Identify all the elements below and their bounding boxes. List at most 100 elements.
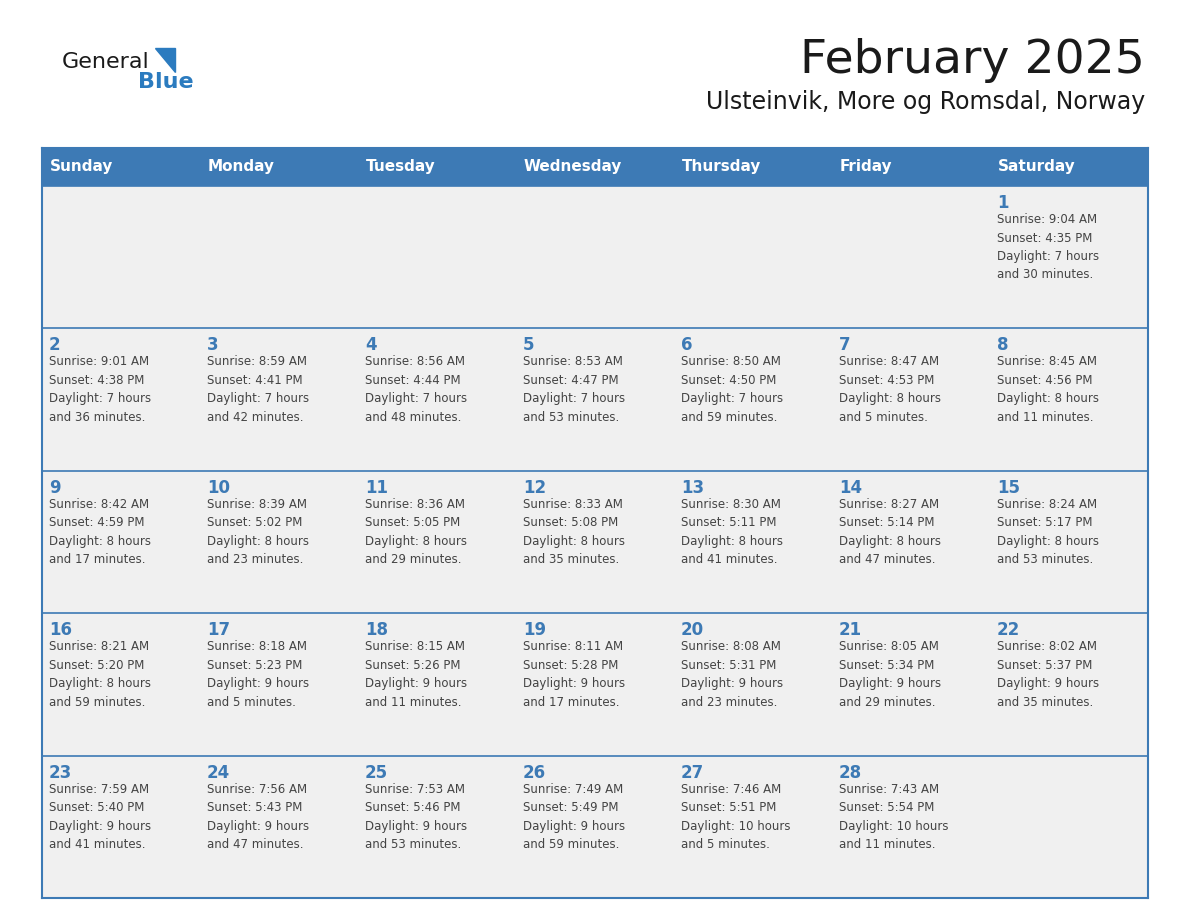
Text: Sunrise: 8:27 AM
Sunset: 5:14 PM
Daylight: 8 hours
and 47 minutes.: Sunrise: 8:27 AM Sunset: 5:14 PM Dayligh… — [839, 498, 941, 566]
Text: 25: 25 — [365, 764, 388, 781]
Text: Sunrise: 8:08 AM
Sunset: 5:31 PM
Daylight: 9 hours
and 23 minutes.: Sunrise: 8:08 AM Sunset: 5:31 PM Dayligh… — [681, 640, 783, 709]
Text: Sunrise: 8:50 AM
Sunset: 4:50 PM
Daylight: 7 hours
and 59 minutes.: Sunrise: 8:50 AM Sunset: 4:50 PM Dayligh… — [681, 355, 783, 424]
Bar — [42, 756, 200, 898]
Text: Sunrise: 8:30 AM
Sunset: 5:11 PM
Daylight: 8 hours
and 41 minutes.: Sunrise: 8:30 AM Sunset: 5:11 PM Dayligh… — [681, 498, 783, 566]
Bar — [674, 148, 832, 186]
Text: Sunrise: 7:59 AM
Sunset: 5:40 PM
Daylight: 9 hours
and 41 minutes.: Sunrise: 7:59 AM Sunset: 5:40 PM Dayligh… — [49, 783, 151, 851]
Bar — [42, 471, 200, 613]
Bar — [990, 471, 1148, 613]
Bar — [832, 471, 990, 613]
Text: Sunrise: 7:53 AM
Sunset: 5:46 PM
Daylight: 9 hours
and 53 minutes.: Sunrise: 7:53 AM Sunset: 5:46 PM Dayligh… — [365, 783, 467, 851]
Bar — [358, 148, 516, 186]
Bar — [200, 613, 358, 756]
Text: Sunrise: 7:43 AM
Sunset: 5:54 PM
Daylight: 10 hours
and 11 minutes.: Sunrise: 7:43 AM Sunset: 5:54 PM Dayligh… — [839, 783, 948, 851]
Text: 3: 3 — [207, 336, 219, 354]
Bar — [990, 186, 1148, 329]
Text: Saturday: Saturday — [998, 160, 1076, 174]
Bar — [42, 613, 200, 756]
Text: Sunrise: 8:02 AM
Sunset: 5:37 PM
Daylight: 9 hours
and 35 minutes.: Sunrise: 8:02 AM Sunset: 5:37 PM Dayligh… — [997, 640, 1099, 709]
Text: Sunrise: 9:01 AM
Sunset: 4:38 PM
Daylight: 7 hours
and 36 minutes.: Sunrise: 9:01 AM Sunset: 4:38 PM Dayligh… — [49, 355, 151, 424]
Bar — [200, 186, 358, 329]
Bar — [832, 148, 990, 186]
Text: Sunrise: 8:47 AM
Sunset: 4:53 PM
Daylight: 8 hours
and 5 minutes.: Sunrise: 8:47 AM Sunset: 4:53 PM Dayligh… — [839, 355, 941, 424]
Text: Sunrise: 8:05 AM
Sunset: 5:34 PM
Daylight: 9 hours
and 29 minutes.: Sunrise: 8:05 AM Sunset: 5:34 PM Dayligh… — [839, 640, 941, 709]
Text: Monday: Monday — [208, 160, 274, 174]
Bar — [358, 329, 516, 471]
Text: Sunrise: 9:04 AM
Sunset: 4:35 PM
Daylight: 7 hours
and 30 minutes.: Sunrise: 9:04 AM Sunset: 4:35 PM Dayligh… — [997, 213, 1099, 282]
Text: General: General — [62, 52, 150, 72]
Text: Sunrise: 8:24 AM
Sunset: 5:17 PM
Daylight: 8 hours
and 53 minutes.: Sunrise: 8:24 AM Sunset: 5:17 PM Dayligh… — [997, 498, 1099, 566]
Text: 7: 7 — [839, 336, 851, 354]
Text: 1: 1 — [997, 194, 1009, 212]
Bar — [516, 186, 674, 329]
Bar — [200, 756, 358, 898]
Text: Sunrise: 8:36 AM
Sunset: 5:05 PM
Daylight: 8 hours
and 29 minutes.: Sunrise: 8:36 AM Sunset: 5:05 PM Dayligh… — [365, 498, 467, 566]
Bar — [200, 471, 358, 613]
Text: Sunrise: 8:15 AM
Sunset: 5:26 PM
Daylight: 9 hours
and 11 minutes.: Sunrise: 8:15 AM Sunset: 5:26 PM Dayligh… — [365, 640, 467, 709]
Bar — [42, 329, 200, 471]
Text: Sunrise: 8:11 AM
Sunset: 5:28 PM
Daylight: 9 hours
and 17 minutes.: Sunrise: 8:11 AM Sunset: 5:28 PM Dayligh… — [523, 640, 625, 709]
Bar — [516, 613, 674, 756]
Text: 9: 9 — [49, 479, 61, 497]
Bar — [674, 329, 832, 471]
Text: 20: 20 — [681, 621, 704, 639]
Bar — [990, 329, 1148, 471]
Polygon shape — [154, 48, 175, 72]
Text: Sunrise: 8:21 AM
Sunset: 5:20 PM
Daylight: 8 hours
and 59 minutes.: Sunrise: 8:21 AM Sunset: 5:20 PM Dayligh… — [49, 640, 151, 709]
Bar — [674, 186, 832, 329]
Text: 17: 17 — [207, 621, 230, 639]
Text: Sunrise: 8:45 AM
Sunset: 4:56 PM
Daylight: 8 hours
and 11 minutes.: Sunrise: 8:45 AM Sunset: 4:56 PM Dayligh… — [997, 355, 1099, 424]
Text: 2: 2 — [49, 336, 61, 354]
Text: Sunrise: 8:33 AM
Sunset: 5:08 PM
Daylight: 8 hours
and 35 minutes.: Sunrise: 8:33 AM Sunset: 5:08 PM Dayligh… — [523, 498, 625, 566]
Text: Sunrise: 8:53 AM
Sunset: 4:47 PM
Daylight: 7 hours
and 53 minutes.: Sunrise: 8:53 AM Sunset: 4:47 PM Dayligh… — [523, 355, 625, 424]
Text: 5: 5 — [523, 336, 535, 354]
Bar — [832, 613, 990, 756]
Bar — [42, 148, 200, 186]
Bar — [990, 613, 1148, 756]
Text: 15: 15 — [997, 479, 1020, 497]
Bar — [516, 329, 674, 471]
Text: 26: 26 — [523, 764, 546, 781]
Text: 23: 23 — [49, 764, 72, 781]
Text: Sunrise: 8:59 AM
Sunset: 4:41 PM
Daylight: 7 hours
and 42 minutes.: Sunrise: 8:59 AM Sunset: 4:41 PM Dayligh… — [207, 355, 309, 424]
Text: Tuesday: Tuesday — [366, 160, 436, 174]
Bar — [200, 329, 358, 471]
Bar — [516, 756, 674, 898]
Text: 4: 4 — [365, 336, 377, 354]
Bar — [832, 756, 990, 898]
Bar — [990, 756, 1148, 898]
Text: 22: 22 — [997, 621, 1020, 639]
Bar — [674, 756, 832, 898]
Text: Blue: Blue — [138, 72, 194, 92]
Bar — [358, 186, 516, 329]
Text: 19: 19 — [523, 621, 546, 639]
Text: Ulsteinvik, More og Romsdal, Norway: Ulsteinvik, More og Romsdal, Norway — [706, 90, 1145, 114]
Text: 27: 27 — [681, 764, 704, 781]
Text: Wednesday: Wednesday — [524, 160, 623, 174]
Text: Sunrise: 7:46 AM
Sunset: 5:51 PM
Daylight: 10 hours
and 5 minutes.: Sunrise: 7:46 AM Sunset: 5:51 PM Dayligh… — [681, 783, 790, 851]
Text: Sunrise: 7:49 AM
Sunset: 5:49 PM
Daylight: 9 hours
and 59 minutes.: Sunrise: 7:49 AM Sunset: 5:49 PM Dayligh… — [523, 783, 625, 851]
Text: 14: 14 — [839, 479, 862, 497]
Text: 12: 12 — [523, 479, 546, 497]
Text: Sunrise: 8:39 AM
Sunset: 5:02 PM
Daylight: 8 hours
and 23 minutes.: Sunrise: 8:39 AM Sunset: 5:02 PM Dayligh… — [207, 498, 309, 566]
Bar — [200, 148, 358, 186]
Bar — [516, 471, 674, 613]
Text: 21: 21 — [839, 621, 862, 639]
Text: Sunrise: 8:42 AM
Sunset: 4:59 PM
Daylight: 8 hours
and 17 minutes.: Sunrise: 8:42 AM Sunset: 4:59 PM Dayligh… — [49, 498, 151, 566]
Text: Thursday: Thursday — [682, 160, 762, 174]
Bar — [674, 613, 832, 756]
Text: 24: 24 — [207, 764, 230, 781]
Text: 10: 10 — [207, 479, 230, 497]
Text: 6: 6 — [681, 336, 693, 354]
Bar — [832, 186, 990, 329]
Text: 8: 8 — [997, 336, 1009, 354]
Text: 16: 16 — [49, 621, 72, 639]
Text: February 2025: February 2025 — [801, 38, 1145, 83]
Text: 28: 28 — [839, 764, 862, 781]
Bar — [990, 148, 1148, 186]
Text: Sunrise: 8:56 AM
Sunset: 4:44 PM
Daylight: 7 hours
and 48 minutes.: Sunrise: 8:56 AM Sunset: 4:44 PM Dayligh… — [365, 355, 467, 424]
Bar — [674, 471, 832, 613]
Bar — [358, 613, 516, 756]
Text: Sunrise: 7:56 AM
Sunset: 5:43 PM
Daylight: 9 hours
and 47 minutes.: Sunrise: 7:56 AM Sunset: 5:43 PM Dayligh… — [207, 783, 309, 851]
Text: 13: 13 — [681, 479, 704, 497]
